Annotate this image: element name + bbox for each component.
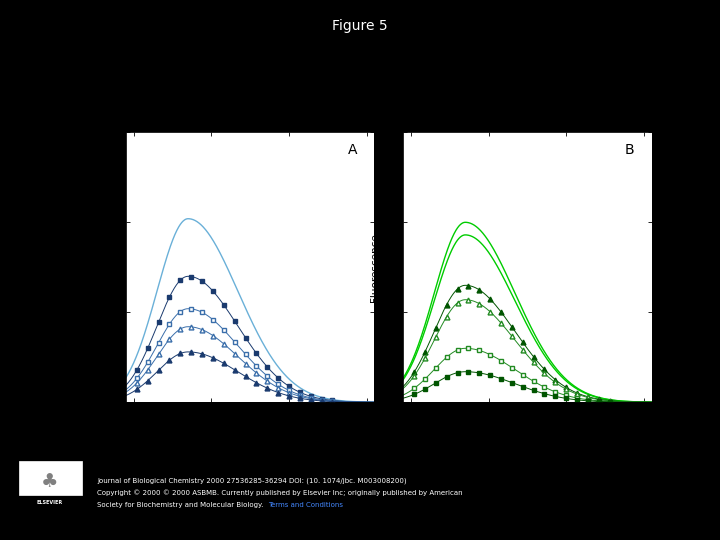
Text: Journal of Biological Chemistry 2000 27536285-36294 DOI: (10. 1074/jbc. M0030082: Journal of Biological Chemistry 2000 275… bbox=[97, 478, 407, 484]
Text: Society for Biochemistry and Molecular Biology.: Society for Biochemistry and Molecular B… bbox=[97, 502, 264, 508]
Text: Copyright © 2000 © 2000 ASBMB. Currently published by Elsevier Inc; originally p: Copyright © 2000 © 2000 ASBMB. Currently… bbox=[97, 490, 463, 496]
Text: ♣: ♣ bbox=[41, 472, 59, 491]
X-axis label: Wavelength (nm): Wavelength (nm) bbox=[482, 420, 572, 430]
Y-axis label: Fluorescence: Fluorescence bbox=[370, 233, 380, 302]
X-axis label: Wavelength (nm): Wavelength (nm) bbox=[205, 420, 295, 430]
Text: ELSEVIER: ELSEVIER bbox=[37, 500, 63, 505]
Text: A: A bbox=[348, 143, 357, 157]
Y-axis label: Fluorescence: Fluorescence bbox=[93, 233, 103, 302]
Text: Figure 5: Figure 5 bbox=[332, 19, 388, 33]
Text: Terms and Conditions: Terms and Conditions bbox=[268, 502, 343, 508]
Text: B: B bbox=[624, 143, 634, 157]
FancyBboxPatch shape bbox=[19, 461, 81, 495]
